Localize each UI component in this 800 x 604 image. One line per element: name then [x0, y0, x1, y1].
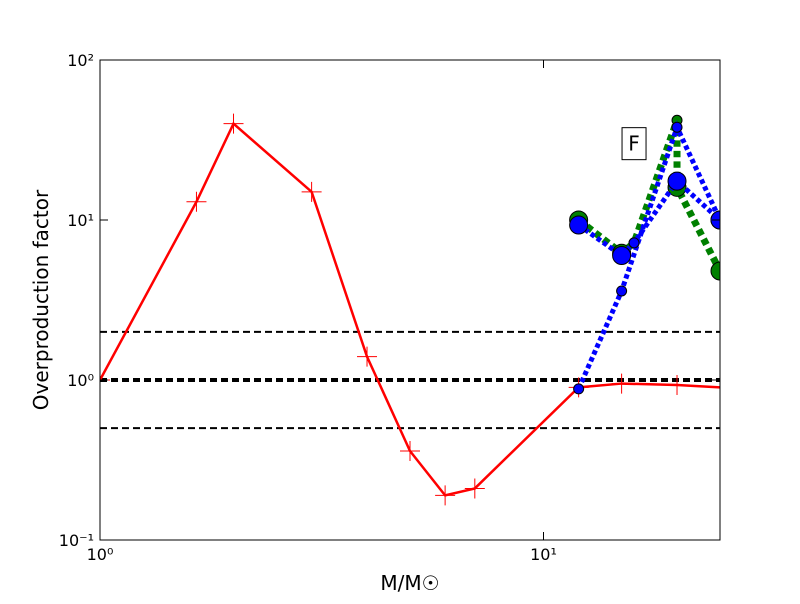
data-point — [569, 215, 589, 235]
data-point — [628, 237, 640, 249]
series-line — [576, 120, 720, 390]
y-tick-label: 10⁻¹ — [59, 531, 94, 550]
data-point — [464, 478, 485, 499]
data-point — [667, 375, 688, 396]
data-point — [616, 285, 628, 297]
data-point — [223, 113, 244, 134]
x-tick-label: 10¹ — [530, 545, 557, 564]
annotation: F — [628, 132, 640, 156]
data-point — [667, 171, 687, 191]
x-tick-label: 10⁰ — [87, 545, 114, 564]
y-axis-label: Overproduction factor — [29, 189, 53, 410]
data-point — [671, 121, 683, 133]
plot-area — [100, 113, 720, 506]
y-tick-label: 10² — [67, 51, 94, 70]
data-point — [710, 261, 720, 281]
y-tick-label: 10⁰ — [67, 371, 94, 390]
y-tick-label: 10¹ — [67, 211, 94, 230]
annotation-box — [621, 127, 647, 161]
data-point — [611, 373, 632, 394]
data-point — [186, 191, 207, 212]
data-point — [573, 383, 585, 395]
data-point — [612, 245, 632, 265]
data-point — [357, 346, 378, 367]
data-point — [400, 440, 420, 461]
axes-frame — [99, 59, 721, 541]
data-point — [710, 377, 720, 398]
x-axis-label: M/M☉ — [380, 571, 439, 595]
data-point — [301, 181, 322, 202]
data-point — [435, 485, 456, 506]
